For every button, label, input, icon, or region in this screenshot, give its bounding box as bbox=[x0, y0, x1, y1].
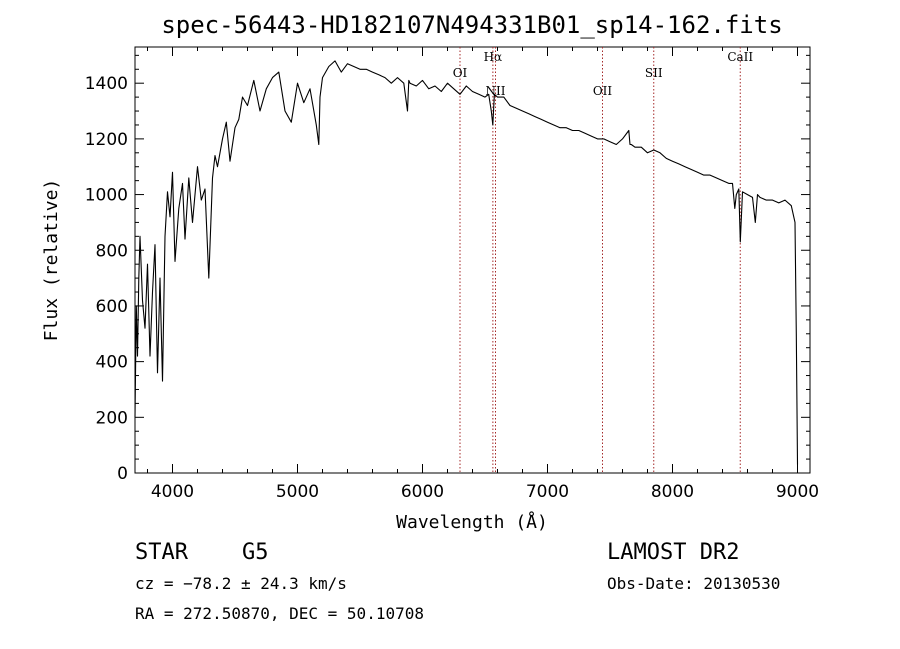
emission-line-label: CaII bbox=[727, 50, 753, 64]
emission-line-markers: OI Hα NII OII SII CaII bbox=[453, 47, 753, 473]
tick-labels: 4000 5000 6000 7000 8000 9000 0 200 400 600 800 100… bbox=[85, 74, 819, 502]
x-tick-label: 5000 bbox=[276, 482, 319, 502]
emission-line-label: Hα bbox=[484, 50, 503, 64]
object-class: STAR bbox=[135, 540, 189, 565]
y-tick-label: 200 bbox=[96, 408, 128, 428]
y-tick-label: 800 bbox=[96, 241, 128, 261]
x-tick-label: 7000 bbox=[526, 482, 569, 502]
emission-line-label: SII bbox=[645, 66, 663, 80]
y-tick-label: 1400 bbox=[85, 74, 128, 94]
plot-frame bbox=[134, 46, 811, 474]
chart-title: spec-56443-HD182107N494331B01_sp14-162.f… bbox=[161, 11, 782, 39]
spectrum-line bbox=[134, 60, 799, 465]
y-tick-label: 0 bbox=[117, 464, 128, 484]
y-tick-label: 1000 bbox=[85, 186, 128, 206]
subclass: G5 bbox=[242, 540, 269, 565]
survey-name: LAMOST DR2 bbox=[607, 540, 739, 565]
y-axis-label: Flux (relative) bbox=[41, 179, 62, 342]
x-tick-label: 4000 bbox=[151, 482, 194, 502]
x-axis-label: Wavelength (Å) bbox=[396, 511, 548, 533]
redshift-info: cz = −78.2 ± 24.3 km/s bbox=[135, 574, 347, 593]
emission-line-label: OI bbox=[453, 66, 468, 80]
emission-line-label: OII bbox=[593, 84, 613, 98]
observation-date: Obs-Date: 20130530 bbox=[607, 574, 780, 593]
y-tick-label: 600 bbox=[96, 297, 128, 317]
axis-ticks bbox=[135, 47, 810, 474]
x-tick-label: 9000 bbox=[776, 482, 819, 502]
x-tick-label: 8000 bbox=[651, 482, 694, 502]
emission-line-label: NII bbox=[486, 84, 506, 98]
coordinates-info: RA = 272.50870, DEC = 50.10708 bbox=[135, 604, 424, 623]
y-tick-label: 1200 bbox=[85, 130, 128, 150]
y-tick-label: 400 bbox=[96, 353, 128, 373]
x-tick-label: 6000 bbox=[401, 482, 444, 502]
